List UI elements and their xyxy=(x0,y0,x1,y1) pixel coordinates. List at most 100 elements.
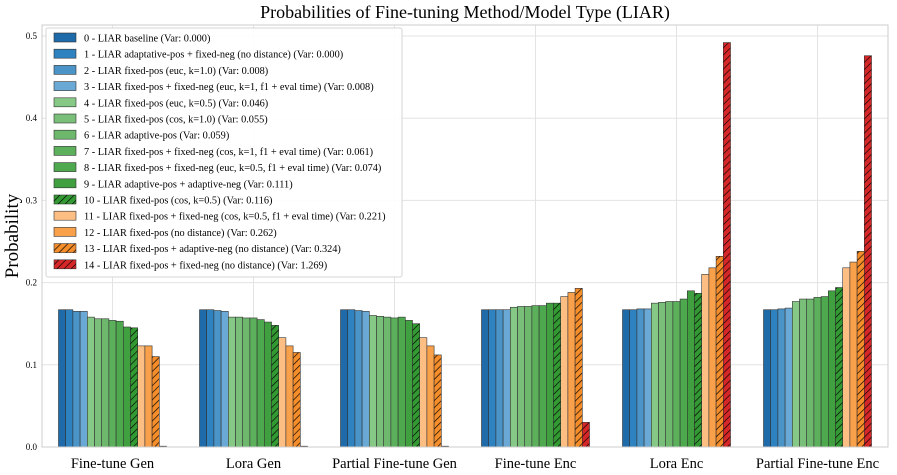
bar xyxy=(784,307,793,448)
x-tick-label: Fine-tune Gen xyxy=(71,456,155,472)
bar xyxy=(545,302,554,448)
bar xyxy=(636,308,645,448)
bar-hatch xyxy=(694,293,702,447)
bar xyxy=(806,298,815,448)
bar xyxy=(538,305,547,448)
legend-swatch xyxy=(53,227,77,237)
legend-label: 1 - LIAR adaptative-pos + fixed-neg (no … xyxy=(84,50,343,61)
bar xyxy=(137,345,146,448)
bar xyxy=(79,311,88,448)
bar-hatch xyxy=(582,422,590,447)
legend-label: 4 - LIAR fixed-pos (euc, k=0.5) (Var: 0.… xyxy=(84,98,268,109)
bar xyxy=(249,317,258,448)
legend-swatch-hatch xyxy=(54,195,76,204)
legend-label: 14 - LIAR fixed-pos + fixed-neg (no dist… xyxy=(84,260,327,271)
bar xyxy=(488,309,497,448)
legend-label: 6 - LIAR adaptive-pos (Var: 0.059) xyxy=(84,131,229,142)
y-axis-label: Probability xyxy=(2,193,23,278)
bar xyxy=(799,298,807,448)
bars xyxy=(58,42,872,448)
legend-swatch-hatch xyxy=(54,259,76,269)
legend-label: 12 - LIAR fixed-pos (no distance) (Var: … xyxy=(84,228,277,239)
bar xyxy=(777,308,786,448)
bar xyxy=(101,318,110,448)
x-tick-label: Fine-tune Enc xyxy=(495,456,577,472)
bar-hatch xyxy=(835,287,843,447)
bar xyxy=(108,320,117,448)
bar xyxy=(256,319,265,448)
x-tick-label: Partial Fine-tune Gen xyxy=(332,456,458,472)
bar xyxy=(94,318,102,448)
y-tick-label: 0.3 xyxy=(26,195,38,205)
bar-hatch xyxy=(575,288,583,447)
bar xyxy=(340,309,348,448)
bar xyxy=(658,302,666,448)
bar xyxy=(763,309,771,448)
legend-label: 13 - LIAR fixed-pos + adaptive-neg (no d… xyxy=(84,244,341,255)
legend-label: 8 - LIAR fixed-pos + fixed-neg (euc, k=0… xyxy=(84,163,381,174)
bar xyxy=(560,296,569,448)
bar xyxy=(524,306,533,448)
bar xyxy=(404,320,413,448)
bar-hatch xyxy=(434,354,442,447)
bar xyxy=(263,321,272,448)
bar xyxy=(390,317,399,448)
bar xyxy=(622,309,630,448)
bar xyxy=(849,261,858,448)
y-tick-label: 0.2 xyxy=(26,278,37,288)
bar xyxy=(502,309,511,448)
legend-label: 7 - LIAR fixed-pos + fixed-neg (cos, k=1… xyxy=(84,147,373,158)
y-tick-label: 0.1 xyxy=(26,360,37,370)
legend-swatch xyxy=(53,210,77,221)
legend-swatch xyxy=(53,32,77,43)
bar xyxy=(383,316,392,448)
bar xyxy=(213,310,222,448)
bar xyxy=(347,309,356,448)
bar xyxy=(144,345,153,448)
bar xyxy=(517,306,525,448)
bar xyxy=(629,309,638,448)
bar xyxy=(672,301,681,448)
bar xyxy=(115,320,124,448)
bar xyxy=(567,292,576,448)
bar xyxy=(813,297,822,448)
bar xyxy=(278,337,287,448)
legend-label: 10 - LIAR fixed-pos (cos, k=0.5) (Var: 0… xyxy=(84,196,272,207)
chart-title: Probabilities of Fine-tuning Method/Mode… xyxy=(260,2,670,23)
plot-frame xyxy=(41,24,889,448)
bar xyxy=(679,298,688,448)
y-ticks: 0.0 0.1 0.2 0.3 0.4 0.5 xyxy=(26,31,38,452)
bar-hatch xyxy=(412,323,420,447)
bar xyxy=(361,311,370,448)
legend-label: 3 - LIAR fixed-pos + fixed-neg (euc, k=1… xyxy=(84,82,374,93)
bar-hatch xyxy=(864,55,872,448)
legend-label: 11 - LIAR fixed-pos + fixed-neg (cos, k=… xyxy=(84,212,386,223)
bar xyxy=(770,309,779,448)
bar xyxy=(206,309,215,448)
bar xyxy=(791,301,800,448)
bar-hatch xyxy=(716,256,724,447)
x-ticks: Fine-tune Gen Lora Gen Partial Fine-tune G… xyxy=(71,456,879,472)
legend-swatch xyxy=(53,146,77,156)
bar-hatch xyxy=(130,327,138,447)
x-tick-label: Lora Enc xyxy=(650,456,704,472)
bar xyxy=(354,310,363,448)
x-tick-label: Partial Fine-tune Enc xyxy=(756,456,879,472)
y-tick-label: 0.0 xyxy=(26,442,38,452)
bar xyxy=(58,309,66,448)
legend-swatch xyxy=(53,48,77,59)
legend-box xyxy=(45,27,403,278)
bar xyxy=(701,274,710,448)
bar xyxy=(426,345,435,448)
bar-hatch xyxy=(857,251,865,447)
bar xyxy=(376,316,384,448)
legend-label: 0 - LIAR baseline (Var: 0.000) xyxy=(84,34,210,45)
legend: 0 - LIAR baseline (Var: 0.000) 1 - LIAR a… xyxy=(45,27,403,278)
bar xyxy=(643,308,652,448)
bar xyxy=(242,317,251,448)
legend-swatch xyxy=(53,178,77,189)
bar xyxy=(842,267,851,448)
legend-swatch xyxy=(53,129,77,140)
legend-swatch xyxy=(53,97,77,108)
